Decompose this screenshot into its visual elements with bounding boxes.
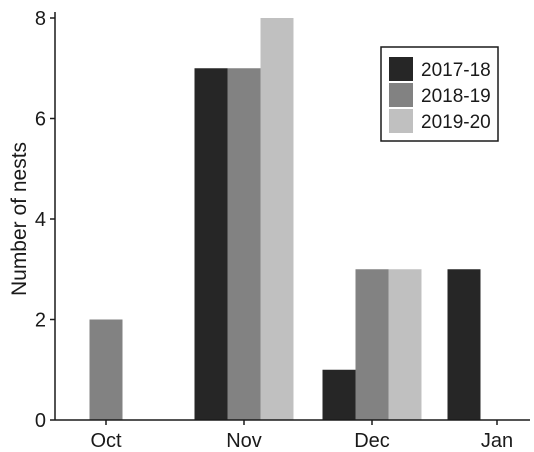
x-tick-label-oct: Oct	[90, 430, 122, 452]
y-axis-ticks: 0 2 4 6 8	[35, 8, 55, 432]
bar-nov-2019-20	[260, 18, 294, 420]
legend-label-2018-19: 2018-19	[421, 86, 491, 107]
x-tick-label-dec: Dec	[354, 430, 390, 452]
bars-group	[89, 18, 481, 420]
y-tick-label: 4	[35, 209, 46, 231]
y-axis-label: Number of nests	[8, 142, 31, 296]
legend-label-2017-18: 2017-18	[421, 60, 491, 81]
bar-dec-2018-19	[355, 269, 389, 420]
bar-oct-2018-19	[89, 319, 123, 420]
legend-label-2019-20: 2019-20	[421, 112, 491, 133]
x-tick-label-jan: Jan	[481, 430, 513, 452]
bar-dec-2019-20	[388, 269, 422, 420]
bar-jan-2017-18	[447, 269, 481, 420]
legend-swatch-2017-18	[389, 57, 413, 81]
y-tick-label: 6	[35, 109, 46, 131]
legend: 2017-18 2018-19 2019-20	[380, 46, 499, 142]
x-axis-ticks: Oct Nov Dec Jan	[90, 420, 513, 452]
y-tick-label: 0	[35, 410, 46, 432]
legend-swatch-2018-19	[389, 83, 413, 107]
bar-nov-2018-19	[227, 68, 261, 420]
bar-nov-2017-18	[194, 68, 228, 420]
bar-dec-2017-18	[322, 369, 356, 420]
y-tick-label: 2	[35, 310, 46, 332]
x-tick-label-nov: Nov	[226, 430, 262, 452]
y-tick-label: 8	[35, 8, 46, 30]
legend-swatch-2019-20	[389, 109, 413, 133]
